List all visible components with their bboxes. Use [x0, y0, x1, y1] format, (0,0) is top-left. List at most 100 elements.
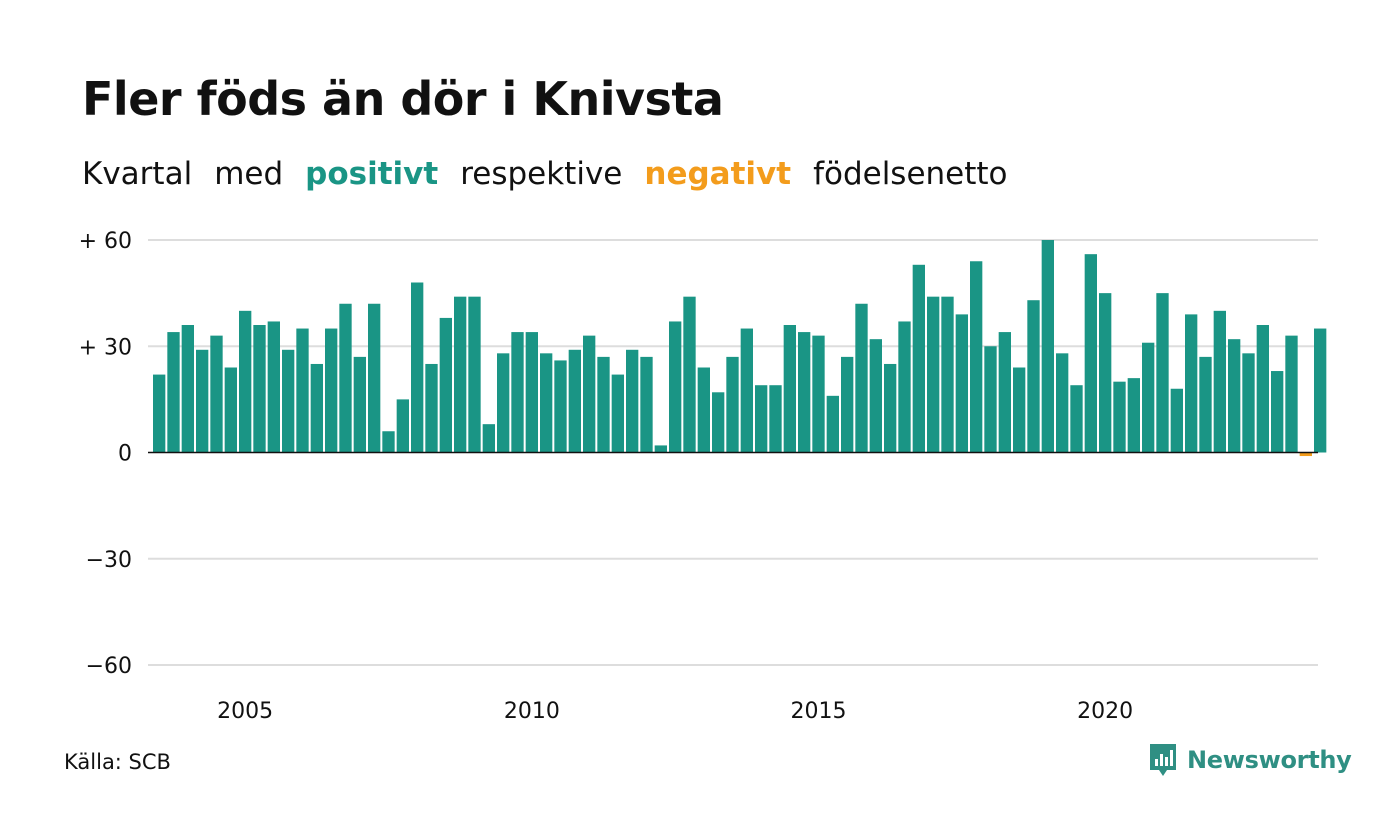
bar: [267, 321, 280, 453]
bar: [1185, 314, 1198, 453]
bar: [482, 424, 495, 453]
bar: [1256, 325, 1269, 453]
bar: [898, 321, 911, 453]
bar: [855, 303, 868, 453]
bar: [167, 332, 180, 453]
bar: [654, 445, 667, 453]
newsworthy-logo: Newsworthy: [1148, 742, 1352, 778]
bar: [411, 282, 424, 453]
bar: [955, 314, 968, 453]
bar: [1084, 254, 1097, 453]
bar: [153, 374, 166, 453]
bar: [368, 303, 381, 453]
bar: [282, 349, 295, 453]
bar: [1013, 367, 1026, 453]
bar: [998, 332, 1011, 453]
bar: [841, 356, 854, 453]
bar: [568, 349, 581, 453]
source-note: Källa: SCB: [64, 750, 171, 774]
bar: [454, 296, 467, 453]
y-tick-label: 0: [118, 442, 132, 467]
x-tick-label: 2020: [1077, 699, 1133, 724]
x-tick-label: 2015: [791, 699, 847, 724]
bar: [611, 374, 624, 453]
bar: [726, 356, 739, 453]
bar: [468, 296, 481, 453]
subtitle-negative-word: negativt: [644, 156, 792, 192]
bar: [683, 296, 696, 453]
bar: [1314, 328, 1327, 453]
bar: [712, 392, 725, 453]
bar: [425, 363, 438, 453]
bar: [1142, 342, 1155, 453]
bar: [239, 310, 252, 453]
bar: [325, 328, 338, 453]
bar: [1027, 300, 1040, 453]
bar: [1041, 240, 1054, 453]
bar: [382, 431, 395, 453]
bar: [927, 296, 940, 453]
bar: [970, 261, 983, 453]
bar: [769, 385, 782, 453]
bar: [884, 363, 897, 453]
bar: [540, 353, 553, 453]
bar: [1070, 385, 1083, 453]
bar: [1213, 310, 1226, 453]
bar: [941, 296, 954, 453]
bar: [339, 303, 352, 453]
y-tick-label: + 30: [79, 335, 132, 360]
bar: [1099, 293, 1112, 453]
bar: [640, 356, 653, 453]
subtitle-word-med: med: [214, 156, 284, 192]
bar: [912, 264, 925, 453]
bar: [755, 385, 768, 453]
bar: [396, 399, 409, 453]
bar: [783, 325, 796, 453]
subtitle-positive-word: positivt: [305, 156, 439, 192]
y-tick-label: −30: [86, 548, 132, 573]
bar: [253, 325, 266, 453]
bar: [1127, 378, 1140, 453]
newsworthy-logo-text: Newsworthy: [1187, 746, 1352, 774]
bar: [984, 346, 997, 453]
bar: [353, 356, 366, 453]
bar: [224, 367, 237, 453]
bar: [1056, 353, 1069, 453]
bar: [697, 367, 710, 453]
bar: [310, 363, 323, 453]
bar: [1299, 452, 1312, 457]
bar: [1285, 335, 1298, 453]
bar: [497, 353, 510, 453]
x-tick-label: 2005: [217, 699, 273, 724]
bar: [583, 335, 596, 453]
bar: [1113, 381, 1126, 453]
subtitle-word-kvartal: Kvartal: [82, 156, 193, 192]
bar: [1228, 339, 1241, 453]
bar: [525, 332, 538, 453]
bar: [740, 328, 753, 453]
bar: [511, 332, 524, 453]
bar: [669, 321, 682, 453]
bar: [1170, 388, 1183, 453]
bar: [626, 349, 639, 453]
subtitle-word-respektive: respektive: [460, 156, 623, 192]
bar: [812, 335, 825, 453]
bar: [1156, 293, 1169, 453]
bar: [296, 328, 309, 453]
bar: [181, 325, 194, 453]
bar: [869, 339, 882, 453]
y-tick-label: −60: [86, 654, 132, 679]
bar: [439, 317, 452, 453]
bar: [210, 335, 223, 453]
bar: [826, 395, 839, 453]
x-tick-label: 2010: [504, 699, 560, 724]
bar: [196, 349, 209, 453]
chart-title: Fler föds än dör i Knivsta: [82, 72, 724, 126]
bar: [1242, 353, 1255, 453]
bar: [597, 356, 610, 453]
bar: [554, 360, 567, 453]
chart-subtitle: Kvartal med positivt respektive negativt föde…: [82, 156, 1030, 192]
newsworthy-logo-icon: [1150, 744, 1176, 776]
subtitle-word-fodelsenetto: födelsenetto: [813, 156, 1008, 192]
